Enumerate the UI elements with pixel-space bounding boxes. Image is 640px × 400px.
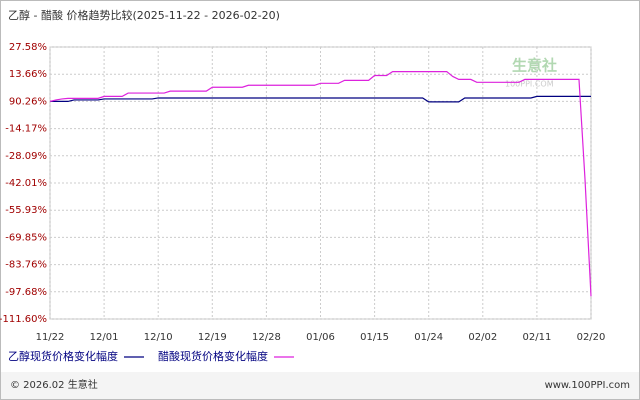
y-tick-label: -97.68% [5, 287, 47, 298]
x-tick-label: 12/10 [144, 332, 173, 343]
footer-left: © 2026.02 生意社 [10, 378, 98, 391]
series-line [50, 95, 591, 103]
y-tick-label: 13.66% [9, 69, 47, 80]
y-tick-label: -83.76% [5, 260, 47, 271]
x-tick-label: 11/22 [36, 332, 65, 343]
y-tick-label: -55.93% [5, 205, 47, 216]
x-tick-label: 02/02 [468, 332, 497, 343]
watermark: 生意社 [512, 57, 557, 75]
y-tick-label: -14.17% [5, 124, 47, 135]
chart-title: 乙醇 - 醋酸 价格趋势比较(2025-11-22 - 2026-02-20) [8, 8, 280, 22]
legend-label: 乙醇现货价格变化幅度 [8, 349, 118, 363]
x-tick-label: 01/15 [360, 332, 389, 343]
x-tick-label: 02/11 [522, 332, 551, 343]
y-tick-label: 27.58% [9, 42, 47, 53]
x-tick-label: 12/28 [252, 332, 281, 343]
y-tick-label: 90.26% [9, 96, 47, 107]
y-tick-label: -42.01% [5, 178, 47, 189]
y-tick-label: -69.85% [5, 232, 47, 243]
y-tick-label: -28.09% [5, 151, 47, 162]
x-tick-label: 01/24 [414, 332, 443, 343]
x-tick-label: 12/19 [198, 332, 227, 343]
legend-label: 醋酸现货价格变化幅度 [158, 349, 268, 363]
footer-bar [1, 372, 639, 399]
footer-right: www.100PPI.com [545, 380, 630, 391]
series-line [49, 70, 592, 297]
watermark-sub: 100PPI.COM [505, 80, 554, 89]
x-tick-label: 01/06 [306, 332, 335, 343]
x-tick-label: 02/20 [577, 332, 606, 343]
x-tick-label: 12/01 [90, 332, 119, 343]
y-tick-label: -111.60% [0, 314, 47, 325]
